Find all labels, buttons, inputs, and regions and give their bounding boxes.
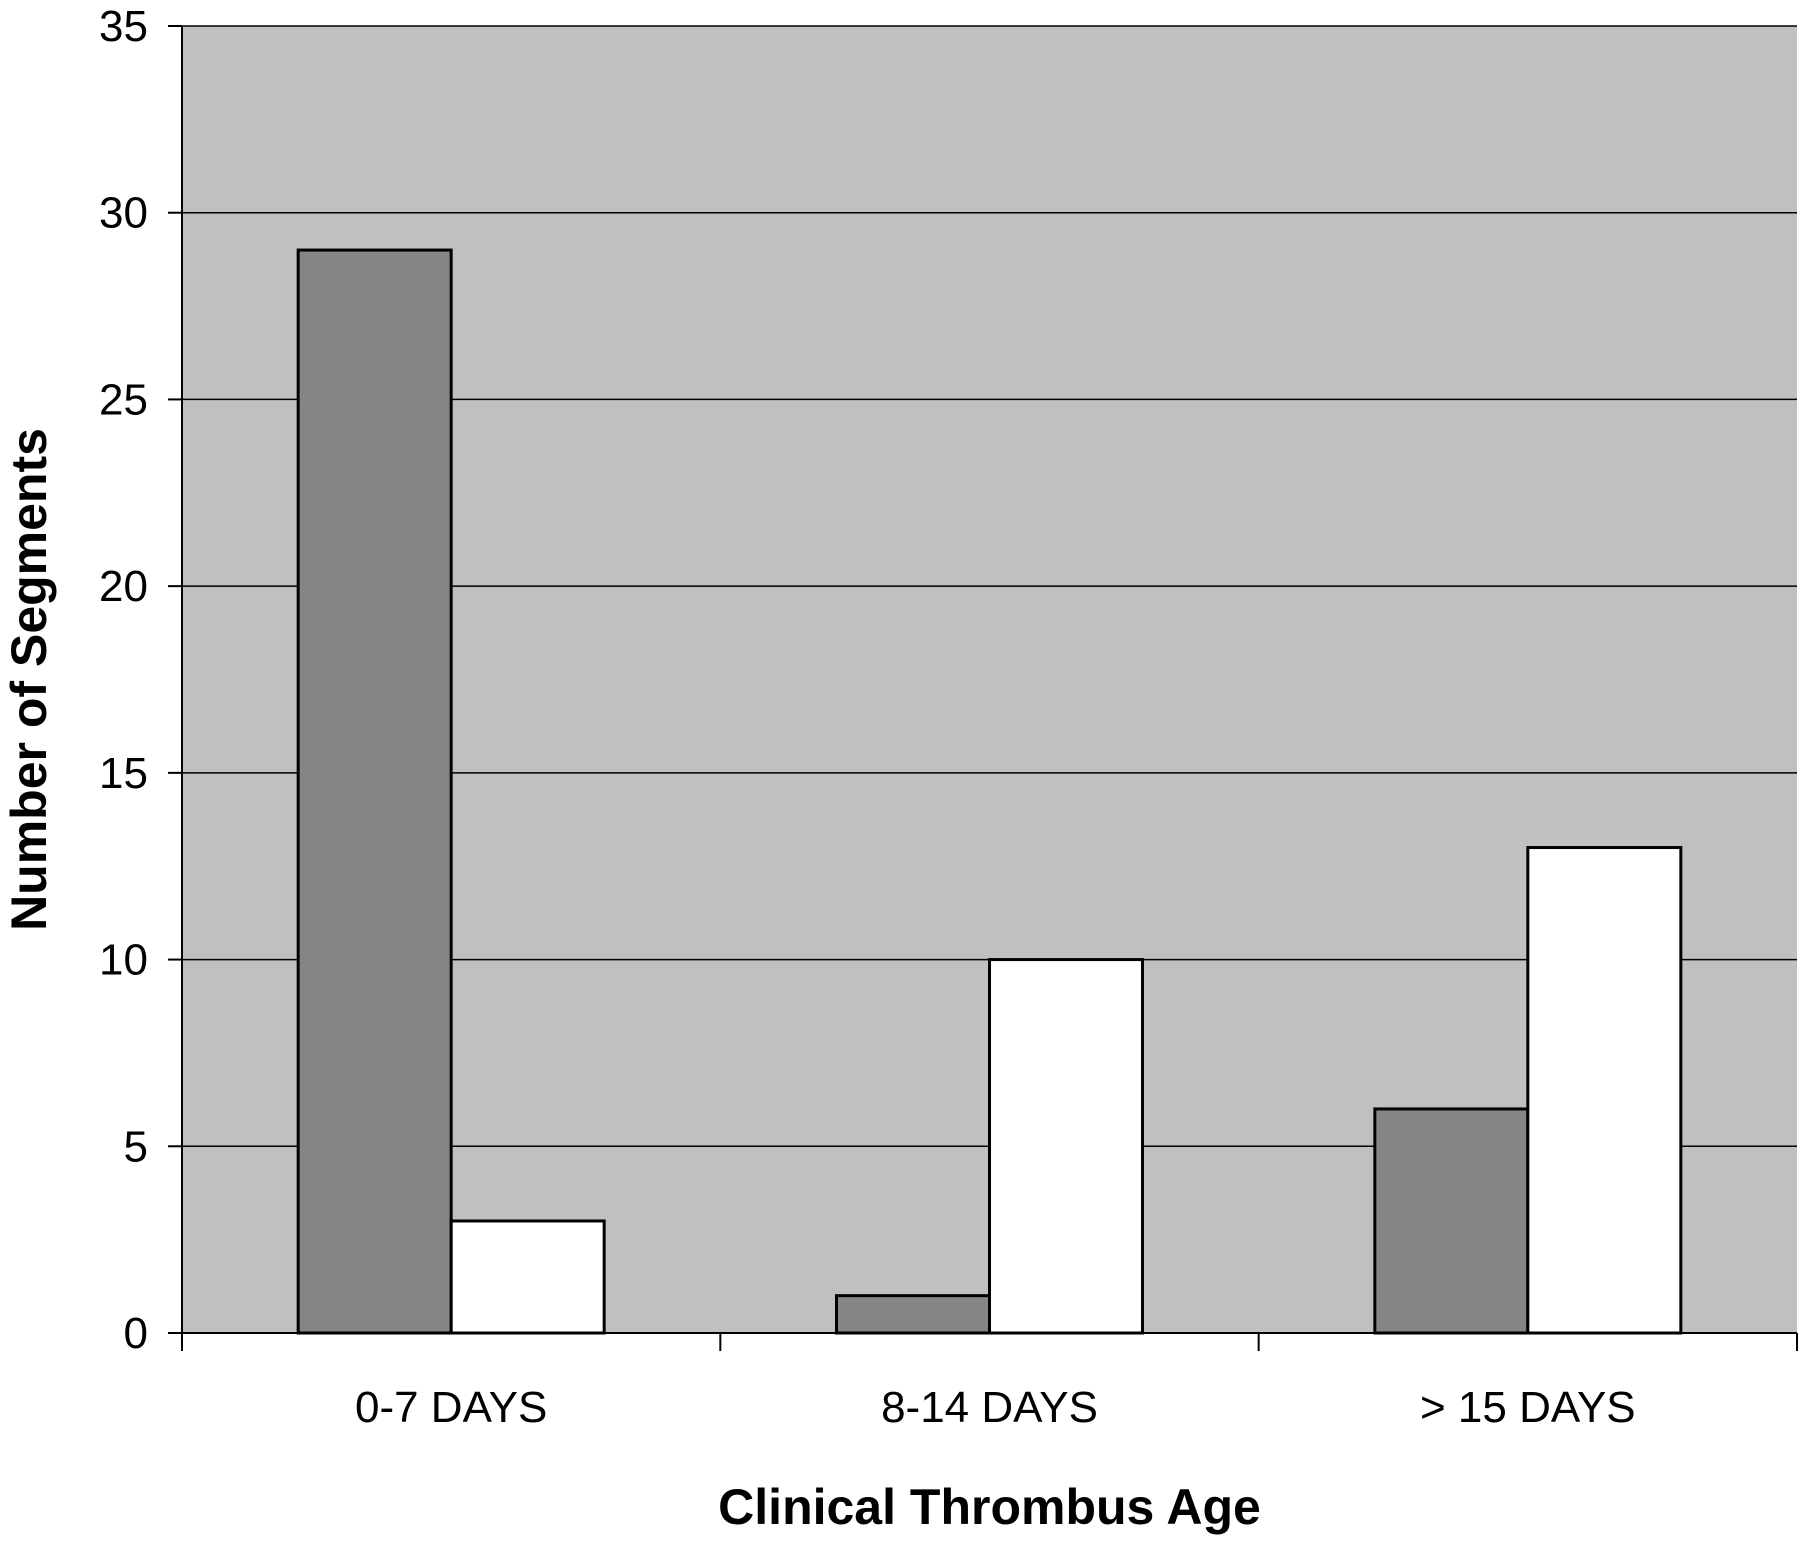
y-tick-label: 0 — [124, 1309, 148, 1358]
y-tick-label: 25 — [99, 375, 148, 424]
bar-1-1 — [296, 248, 453, 1335]
y-tick-label: 5 — [124, 1122, 148, 1171]
y-tick-label: 20 — [99, 562, 148, 611]
y-tick-label: 10 — [99, 936, 148, 985]
axes — [168, 25, 1798, 1351]
x-tick-label: > 15 DAYS — [1420, 1383, 1636, 1432]
y-tick-label: 15 — [99, 749, 148, 798]
x-axis-title: Clinical Thrombus Age — [718, 1479, 1261, 1535]
bar-2-1 — [449, 1219, 606, 1335]
y-tick-labels: 0 5 10 15 20 25 30 35 — [99, 2, 148, 1358]
x-tick-label: 8-14 DAYS — [881, 1383, 1098, 1432]
y-axis-title: Number of Segments — [1, 428, 57, 931]
bar-1-3 — [1373, 1107, 1530, 1335]
bar-1-2 — [835, 1294, 991, 1335]
bar-2-3 — [1526, 846, 1683, 1335]
y-tick-label: 35 — [99, 2, 148, 51]
x-tick-labels: 0-7 DAYS 8-14 DAYS > 15 DAYS — [355, 1383, 1636, 1432]
x-tick-label: 0-7 DAYS — [355, 1383, 547, 1432]
y-tick-label: 30 — [99, 189, 148, 238]
bar-2-2 — [988, 958, 1144, 1335]
